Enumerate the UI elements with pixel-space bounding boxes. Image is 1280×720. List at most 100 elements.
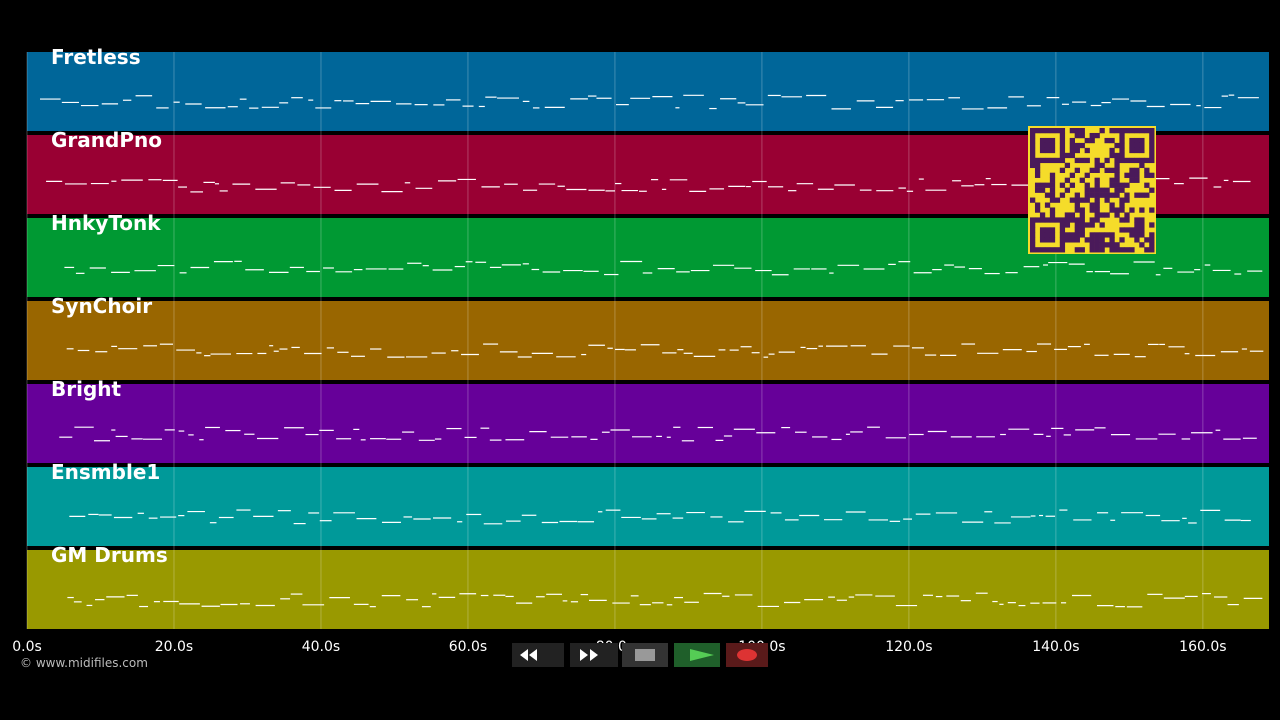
qr-cell	[1089, 132, 1095, 139]
qr-cell	[1099, 162, 1105, 169]
qr-cell	[1059, 232, 1066, 238]
qr-cell	[1064, 162, 1071, 169]
qr-cell	[1104, 157, 1110, 164]
qr-cell	[1049, 247, 1056, 253]
qr-cell	[1044, 237, 1051, 243]
qr-cell	[1109, 147, 1115, 154]
qr-cell	[1129, 147, 1135, 154]
qr-cell	[1049, 237, 1056, 243]
record-icon	[737, 649, 757, 661]
qr-cell	[1059, 142, 1066, 149]
qr-cell	[1049, 142, 1056, 149]
qr-cell	[1144, 192, 1150, 198]
qr-cell	[1104, 192, 1110, 198]
track-lane	[27, 384, 1269, 463]
qr-cell	[1134, 142, 1140, 149]
qr-cell	[1104, 197, 1110, 203]
qr-cell	[1030, 137, 1036, 144]
qr-cell	[1034, 128, 1041, 134]
qr-cell	[1044, 192, 1051, 198]
qr-cell	[1149, 137, 1155, 144]
qr-cell	[1084, 137, 1090, 144]
qr-cell	[1094, 212, 1100, 218]
qr-cell	[1109, 237, 1115, 243]
qr-cell	[1054, 157, 1061, 164]
qr-cell	[1109, 182, 1115, 188]
qr-cell	[1149, 242, 1155, 248]
qr-cell	[1054, 247, 1061, 253]
qr-cell	[1109, 247, 1115, 253]
qr-cell	[1124, 227, 1130, 233]
qr-cell	[1079, 132, 1085, 139]
qr-cell	[1064, 222, 1071, 228]
qr-cell	[1114, 187, 1120, 193]
qr-cell	[1030, 237, 1036, 243]
qr-cell	[1124, 212, 1130, 218]
qr-cell	[1139, 162, 1145, 169]
qr-cell	[1049, 217, 1056, 223]
qr-cell	[1109, 167, 1115, 173]
qr-cell	[1144, 247, 1150, 253]
qr-cell	[1114, 212, 1120, 218]
qr-cell	[1030, 232, 1036, 238]
qr-cell	[1089, 242, 1095, 248]
qr-cell	[1134, 177, 1140, 183]
tick-label: 0.0s	[12, 639, 42, 655]
forward-icon	[580, 649, 598, 661]
qr-cell	[1030, 132, 1036, 139]
track-lane	[27, 467, 1269, 546]
qr-cell	[1039, 142, 1046, 149]
qr-cell	[1064, 177, 1071, 183]
qr-cell	[1134, 167, 1140, 173]
qr-cell	[1114, 182, 1120, 188]
qr-cell	[1074, 202, 1080, 208]
qr-cell	[1134, 157, 1140, 164]
qr-cell	[1044, 157, 1051, 164]
qr-cell	[1039, 137, 1046, 144]
qr-cell	[1099, 237, 1105, 243]
qr-cell	[1049, 147, 1056, 154]
qr-cell	[1129, 128, 1135, 134]
qr-cell	[1059, 227, 1066, 233]
track-lane	[27, 52, 1269, 131]
rewind-icon	[520, 649, 537, 661]
rewind-button[interactable]	[512, 643, 564, 667]
tick-label: 160.0s	[1179, 639, 1226, 655]
qr-cell	[1074, 142, 1080, 149]
qr-cell	[1079, 197, 1085, 203]
track-name: SynChoir	[51, 294, 152, 318]
qr-cell	[1039, 212, 1046, 218]
qr-cell	[1149, 172, 1155, 178]
qr-cell	[1149, 128, 1155, 134]
qr-cell	[1059, 222, 1066, 228]
qr-cell	[1044, 232, 1051, 238]
qr-cell	[1139, 207, 1145, 213]
qr-cell	[1109, 152, 1115, 159]
qr-cell	[1129, 247, 1135, 253]
qr-cell	[1129, 177, 1135, 183]
qr-cell	[1059, 167, 1066, 173]
qr-cell	[1059, 137, 1066, 144]
qr-cell	[1069, 182, 1075, 188]
qr-cell	[1074, 207, 1080, 213]
qr-cell	[1119, 152, 1125, 159]
qr-cell	[1030, 222, 1036, 228]
qr-cell	[1114, 192, 1120, 198]
qr-cell	[1074, 222, 1080, 228]
qr-cell	[1149, 222, 1155, 228]
play-icon	[690, 649, 714, 661]
qr-cell	[1049, 192, 1056, 198]
qr-cell	[1109, 232, 1115, 238]
tick-label: 40.0s	[302, 639, 340, 655]
qr-cell	[1114, 167, 1120, 173]
qr-cell	[1044, 137, 1051, 144]
qr-cell	[1039, 217, 1046, 223]
qr-cell	[1089, 167, 1095, 173]
qr-cell	[1084, 182, 1090, 188]
qr-cell	[1074, 232, 1080, 238]
qr-cell	[1129, 137, 1135, 144]
track-name: Fretless	[51, 45, 141, 69]
qr-cell	[1079, 142, 1085, 149]
